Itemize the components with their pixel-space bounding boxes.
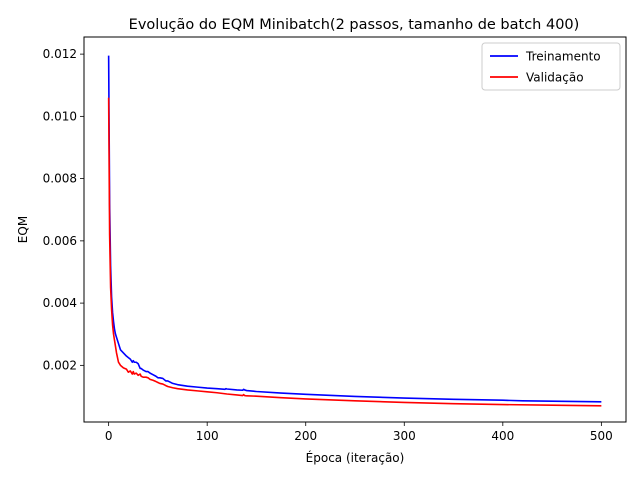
plot-frame (83, 36, 627, 423)
y-axis-label: EQM (16, 216, 30, 243)
legend-label-treinamento: Treinamento (525, 50, 601, 64)
legend: Treinamento Validação (481, 42, 621, 91)
plot-area (83, 36, 627, 423)
y-axis: 0.002 0.004 0.006 0.008 0.010 0.012 (43, 47, 84, 372)
y-tick-label: 0.006 (43, 234, 77, 248)
x-tick-label: 100 (196, 429, 219, 443)
y-tick-label: 0.008 (43, 172, 77, 186)
series-line-1 (107, 97, 602, 407)
y-tick-label: 0.002 (43, 358, 77, 372)
legend-box (481, 42, 621, 91)
series-layer (107, 55, 602, 407)
x-tick-label: 0 (105, 429, 113, 443)
y-tick-label: 0.004 (43, 296, 77, 310)
chart-title: Evolução do EQM Minibatch(2 passos, tama… (129, 17, 580, 33)
x-tick-label: 500 (590, 429, 613, 443)
legend-label-validacao: Validação (526, 71, 584, 85)
plot-background (84, 37, 626, 422)
y-tick-label: 0.012 (43, 47, 77, 61)
y-tick-label: 0.010 (43, 109, 77, 123)
x-tick-label: 400 (491, 429, 514, 443)
x-axis: 0 100 200 300 400 500 (105, 422, 613, 443)
x-axis-label: Época (iteração) (306, 450, 405, 465)
x-tick-label: 200 (294, 429, 317, 443)
series-line-0 (107, 55, 602, 403)
x-tick-label: 300 (393, 429, 416, 443)
